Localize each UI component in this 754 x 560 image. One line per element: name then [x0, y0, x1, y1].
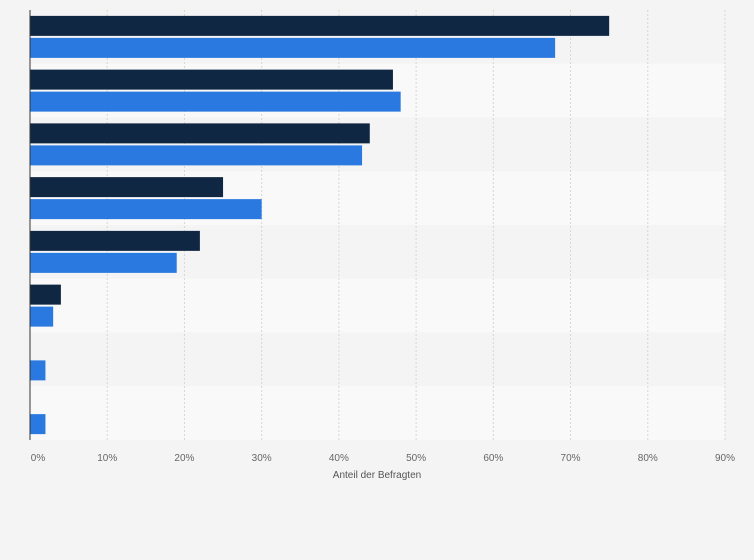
bar-series-1 — [30, 69, 393, 90]
bar-series-1 — [30, 123, 370, 144]
bar-series-2 — [30, 91, 401, 112]
bar-series-2 — [30, 306, 54, 327]
bar-series-2 — [30, 37, 556, 58]
x-tick-label: 90% — [715, 453, 735, 464]
x-tick-label: 80% — [638, 453, 658, 464]
bar-series-2 — [30, 199, 262, 220]
bar-series-2 — [30, 252, 177, 273]
bar-series-1 — [30, 15, 610, 36]
x-tick-label: 20% — [174, 453, 194, 464]
x-tick-label: 70% — [561, 453, 581, 464]
category-band — [30, 278, 725, 333]
category-band — [30, 332, 725, 387]
x-tick-label: 0% — [31, 453, 46, 464]
bar-series-1 — [30, 177, 224, 198]
bar-series-2 — [30, 145, 363, 166]
x-tick-label: 50% — [406, 453, 426, 464]
x-axis-title: Anteil der Befragten — [333, 470, 421, 481]
x-tick-label: 60% — [483, 453, 503, 464]
bar-series-2 — [30, 360, 46, 381]
bars — [30, 15, 610, 435]
category-band — [30, 386, 725, 440]
x-tick-labels: 0% 10% 20% 30% 40% 50% 60% 70% 80% 90% — [31, 453, 735, 464]
x-tick-label: 10% — [97, 453, 117, 464]
bar-series-1 — [30, 284, 61, 305]
x-tick-label: 30% — [252, 453, 272, 464]
bar-series-1 — [30, 230, 200, 251]
bar-series-2 — [30, 414, 46, 435]
x-tick-label: 40% — [329, 453, 349, 464]
